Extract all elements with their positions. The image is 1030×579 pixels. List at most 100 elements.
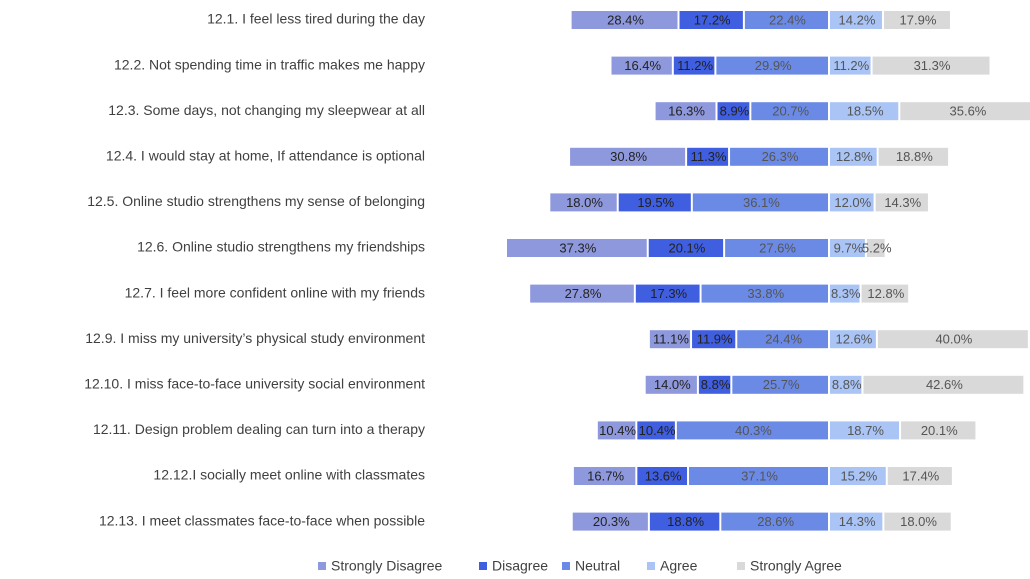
bar-segment [866,239,885,257]
data-label: 18.0% [900,514,937,529]
data-label: 10.4% [599,423,636,438]
data-label: 35.6% [950,104,987,119]
category-label: 12.7. I feel more confident online with … [125,284,425,300]
bar-segment [571,11,678,29]
data-label: 25.7% [763,377,800,392]
bar-segment [530,284,634,303]
category-label: 12.2. Not spending time in traffic makes… [114,56,425,72]
bar-segment [830,11,882,29]
bar-segment [637,467,688,485]
legend-label: Strongly Disagree [331,558,442,574]
legend-swatch [479,562,487,570]
data-label: 16.3% [668,104,705,119]
data-label: 16.4% [624,58,661,73]
bar-segment [863,375,1024,394]
category-label: 12.4. I would stay at home, If attendanc… [106,148,425,164]
data-label: 12.8% [836,149,873,164]
bar-segment [597,421,636,440]
data-label: 31.3% [914,58,951,73]
bar-segment [732,375,828,394]
data-label: 16.7% [587,468,624,483]
bar-segment [698,375,731,394]
data-label: 37.3% [559,240,596,255]
bar-segment [679,11,743,29]
bar-segment [717,102,750,121]
bar-segment [830,330,876,349]
bar-segment [655,102,716,121]
data-label: 36.1% [743,195,780,210]
legend-swatch [737,562,745,570]
legend-label: Agree [660,558,698,574]
data-label: 42.6% [926,377,963,392]
bar-segment [550,193,617,212]
category-label: 12.3. Some days, not changing my sleepwe… [108,102,425,118]
bar-segment [692,330,736,349]
bar-segment [830,56,871,75]
category-label: 12.9. I miss my university’s physical st… [85,330,425,346]
data-label: 14.0% [654,377,691,392]
data-label: 37.1% [741,468,778,483]
data-label: 15.2% [840,468,877,483]
data-label: 28.6% [757,514,794,529]
bar-segment [637,421,675,440]
data-label: 11.3% [691,149,727,164]
bar-segment [676,421,828,440]
category-label: 12.11. Design problem dealing can turn i… [93,421,425,437]
data-label: 20.3% [593,514,630,529]
bar-segment [830,421,900,440]
bar-segment [883,11,950,29]
bar-segment [744,11,828,29]
bar-segment [887,467,952,485]
data-label: 17.9% [900,12,937,27]
data-label: 26.3% [762,149,799,164]
data-label: 19.5% [637,195,674,210]
category-label: 12.5. Online studio strengthens my sense… [87,193,425,209]
bar-segment [900,102,1030,121]
data-label: 11.2% [677,58,713,73]
bar-segment [618,193,691,212]
bar-segment [673,56,715,75]
bar-segment [573,467,636,485]
data-label: 12.0% [834,195,871,210]
category-label: 12.10. I miss face-to-face university so… [84,376,425,392]
category-label: 12.6. Online studio strengthens my frien… [137,239,425,255]
data-label: 18.8% [896,149,933,164]
data-label: 40.0% [935,332,972,347]
data-label: 14.3% [884,195,921,210]
bar-segment [872,56,990,75]
bar-segment [830,147,877,166]
data-label: 24.4% [765,332,802,347]
bar-segment [830,375,862,394]
data-label: 20.1% [921,423,958,438]
bar-segment [687,147,729,166]
category-label: 12.13. I meet classmates face-to-face wh… [99,512,425,528]
data-label: 30.8% [610,149,647,164]
data-label: 18.8% [667,514,704,529]
bar-segment [649,512,720,531]
data-label: 17.2% [694,12,731,27]
bar-segment [635,284,700,303]
bar-segment [878,147,949,166]
category-label: 12.12.I socially meet online with classm… [153,467,425,483]
bar-segment [730,147,828,166]
bar-segment [507,239,647,257]
bar-segment [830,467,886,485]
data-label: 22.4% [769,12,806,27]
data-label: 33.8% [747,286,784,301]
legend-swatch [318,562,326,570]
bar-segment [649,330,691,349]
legend-label: Neutral [575,558,620,574]
data-label: 14.2% [839,12,876,27]
data-label: 10.4% [639,423,676,438]
legend-label: Strongly Agree [750,558,842,574]
bar-segment [645,375,697,394]
data-label: 20.1% [668,240,705,255]
bar-segment [884,512,951,531]
bar-segment [725,239,828,257]
bar-segment [751,102,828,121]
bar-segment [689,467,828,485]
bar-segment [737,330,828,349]
bar-segment [830,512,883,531]
data-label: 11.9% [697,332,733,347]
data-label: 17.3% [650,286,687,301]
